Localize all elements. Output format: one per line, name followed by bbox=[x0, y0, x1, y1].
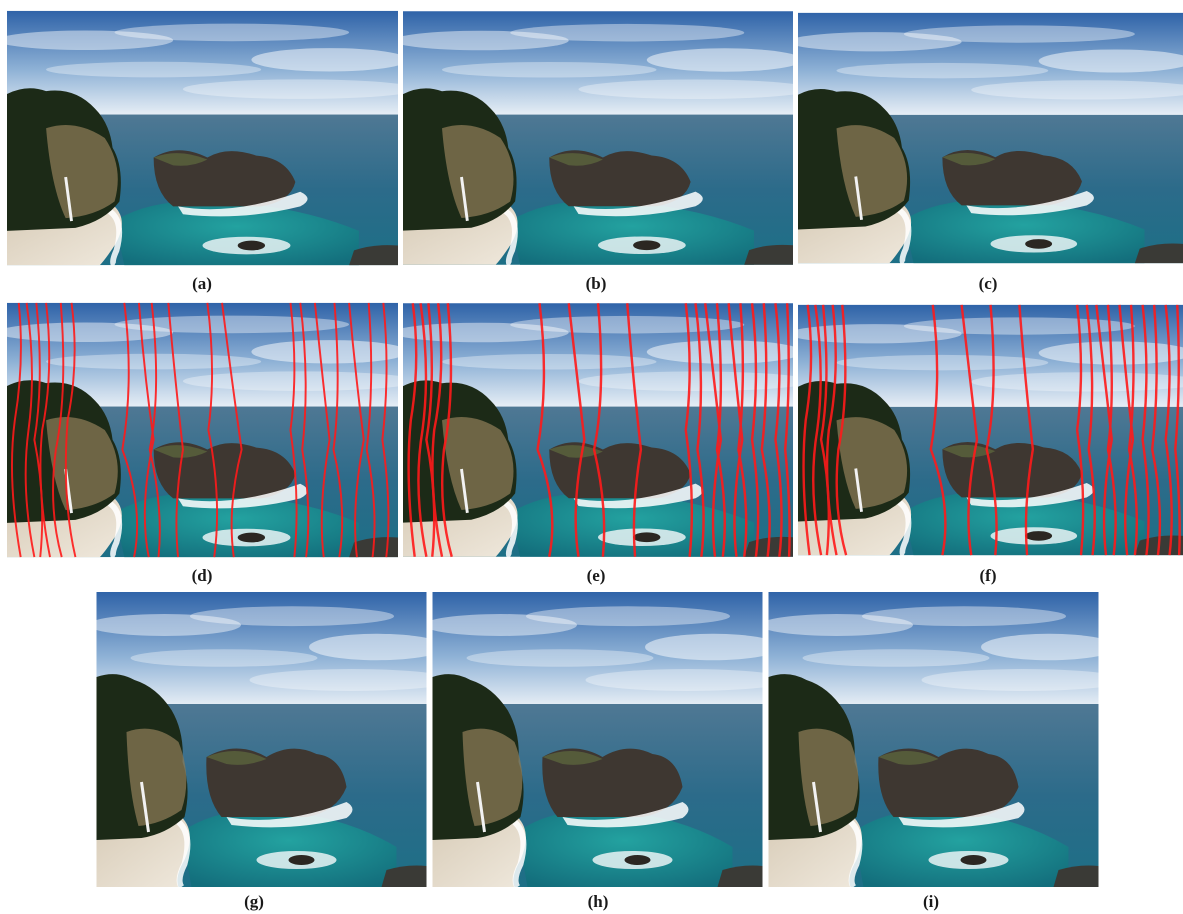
coastal-scene-c bbox=[798, 8, 1183, 268]
panel-label-d: (d) bbox=[191, 566, 213, 585]
panel-label-i: (i) bbox=[922, 892, 940, 911]
panel-b bbox=[403, 8, 793, 268]
panel-c bbox=[798, 8, 1183, 268]
panel-label-b: (b) bbox=[585, 274, 607, 293]
panel-g bbox=[96, 592, 427, 887]
panel-label-c: (c) bbox=[978, 274, 998, 293]
coastal-scene-e bbox=[403, 300, 793, 560]
coastal-scene-b bbox=[403, 8, 793, 268]
panel-d bbox=[7, 300, 398, 560]
panel-label-f: (f) bbox=[979, 566, 997, 585]
panel-label-g: (g) bbox=[244, 892, 264, 911]
coastal-scene-d bbox=[7, 300, 398, 560]
coastal-scene-h bbox=[432, 592, 763, 887]
panel-label-a: (a) bbox=[192, 274, 212, 293]
panel-h bbox=[432, 592, 763, 887]
panel-i bbox=[768, 592, 1099, 887]
panel-e bbox=[403, 300, 793, 560]
panel-label-e: (e) bbox=[586, 566, 606, 585]
coastal-scene-a bbox=[7, 8, 398, 268]
panel-label-h: (h) bbox=[587, 892, 609, 911]
coastal-scene-i bbox=[768, 592, 1099, 887]
panel-a bbox=[7, 8, 398, 268]
coastal-scene-f bbox=[798, 300, 1183, 560]
coastal-scene-g bbox=[96, 592, 427, 887]
panel-f bbox=[798, 300, 1183, 560]
